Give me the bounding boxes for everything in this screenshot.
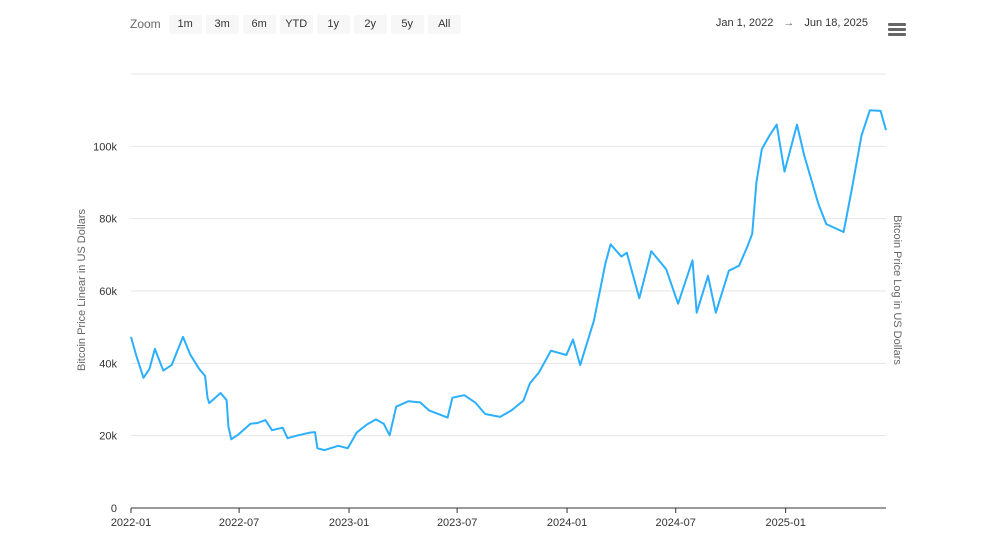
x-tick-label: 2024-01 <box>547 517 587 529</box>
date-range: Jan 1, 2022 → Jun 18, 2025 <box>716 17 868 29</box>
zoom-1m-button[interactable]: 1m <box>168 14 202 34</box>
x-tick-label: 2024-07 <box>656 517 696 529</box>
y-axis: 0 20k 40k 60k 80k 100k <box>93 141 117 515</box>
grid-lines <box>131 73 886 437</box>
zoom-label: Zoom <box>130 17 161 31</box>
zoom-all-button[interactable]: All <box>427 14 461 34</box>
x-tick-label: 2023-01 <box>329 517 369 529</box>
zoom-toolbar: Zoom 1m 3m 6m YTD 1y 2y 5y All <box>130 14 465 34</box>
x-tick-label: 2022-01 <box>111 517 151 529</box>
range-arrow: → <box>783 17 795 29</box>
zoom-1y-button[interactable]: 1y <box>316 14 350 34</box>
y-tick-label: 20k <box>99 431 117 443</box>
x-axis: 2022-01 2022-07 2023-01 2023-07 2024-01 2024-… <box>111 507 886 529</box>
zoom-3m-button[interactable]: 3m <box>205 14 239 34</box>
price-series-line <box>130 109 887 452</box>
series-group <box>130 109 887 452</box>
zoom-6m-button[interactable]: 6m <box>242 14 276 34</box>
y-tick-label: 60k <box>99 286 117 298</box>
range-from[interactable]: Jan 1, 2022 <box>715 17 774 29</box>
zoom-5y-button[interactable]: 5y <box>390 14 424 34</box>
x-tick-label: 2023-07 <box>437 517 477 529</box>
y-tick-label: 80k <box>99 214 117 226</box>
y-tick-label: 0 <box>111 503 117 515</box>
x-tick-label: 2025-01 <box>765 517 805 529</box>
zoom-ytd-button[interactable]: YTD <box>279 14 313 34</box>
y-tick-label: 100k <box>93 141 117 153</box>
y-tick-label: 40k <box>99 358 117 370</box>
y-axis-title-right: Bitcoin Price Log in US Dollars <box>891 215 903 365</box>
x-tick-label: 2022-07 <box>219 517 259 529</box>
hamburger-menu-icon[interactable] <box>888 23 906 39</box>
zoom-2y-button[interactable]: 2y <box>353 14 387 34</box>
y-axis-title-left: Bitcoin Price Linear in US Dollars <box>76 208 88 371</box>
range-to[interactable]: Jun 18, 2025 <box>804 17 868 29</box>
